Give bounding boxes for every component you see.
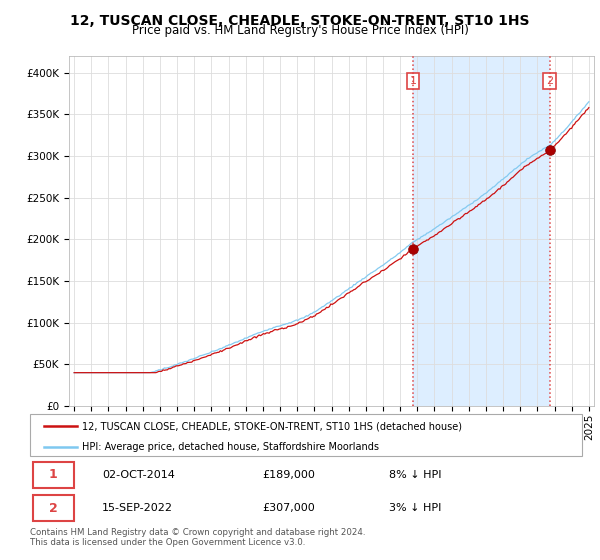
Text: 12, TUSCAN CLOSE, CHEADLE, STOKE-ON-TRENT, ST10 1HS (detached house): 12, TUSCAN CLOSE, CHEADLE, STOKE-ON-TREN… bbox=[82, 421, 463, 431]
Text: £307,000: £307,000 bbox=[262, 503, 314, 513]
Text: 1: 1 bbox=[49, 468, 58, 481]
FancyBboxPatch shape bbox=[33, 495, 74, 521]
Text: HPI: Average price, detached house, Staffordshire Moorlands: HPI: Average price, detached house, Staf… bbox=[82, 442, 379, 452]
Text: Price paid vs. HM Land Registry's House Price Index (HPI): Price paid vs. HM Land Registry's House … bbox=[131, 24, 469, 37]
Bar bbox=[550, 56, 594, 406]
Text: 02-OCT-2014: 02-OCT-2014 bbox=[102, 470, 175, 479]
Text: 3% ↓ HPI: 3% ↓ HPI bbox=[389, 503, 441, 513]
Text: 2: 2 bbox=[546, 76, 553, 86]
Bar bbox=[550, 56, 594, 406]
Text: 15-SEP-2022: 15-SEP-2022 bbox=[102, 503, 173, 513]
Text: Contains HM Land Registry data © Crown copyright and database right 2024.
This d: Contains HM Land Registry data © Crown c… bbox=[30, 528, 365, 547]
Text: 8% ↓ HPI: 8% ↓ HPI bbox=[389, 470, 442, 479]
FancyBboxPatch shape bbox=[33, 461, 74, 488]
Text: 12, TUSCAN CLOSE, CHEADLE, STOKE-ON-TRENT, ST10 1HS: 12, TUSCAN CLOSE, CHEADLE, STOKE-ON-TREN… bbox=[70, 14, 530, 28]
Bar bbox=[413, 56, 550, 406]
Text: £189,000: £189,000 bbox=[262, 470, 315, 479]
FancyBboxPatch shape bbox=[30, 414, 582, 456]
Text: 2: 2 bbox=[49, 502, 58, 515]
Text: 1: 1 bbox=[409, 76, 416, 86]
